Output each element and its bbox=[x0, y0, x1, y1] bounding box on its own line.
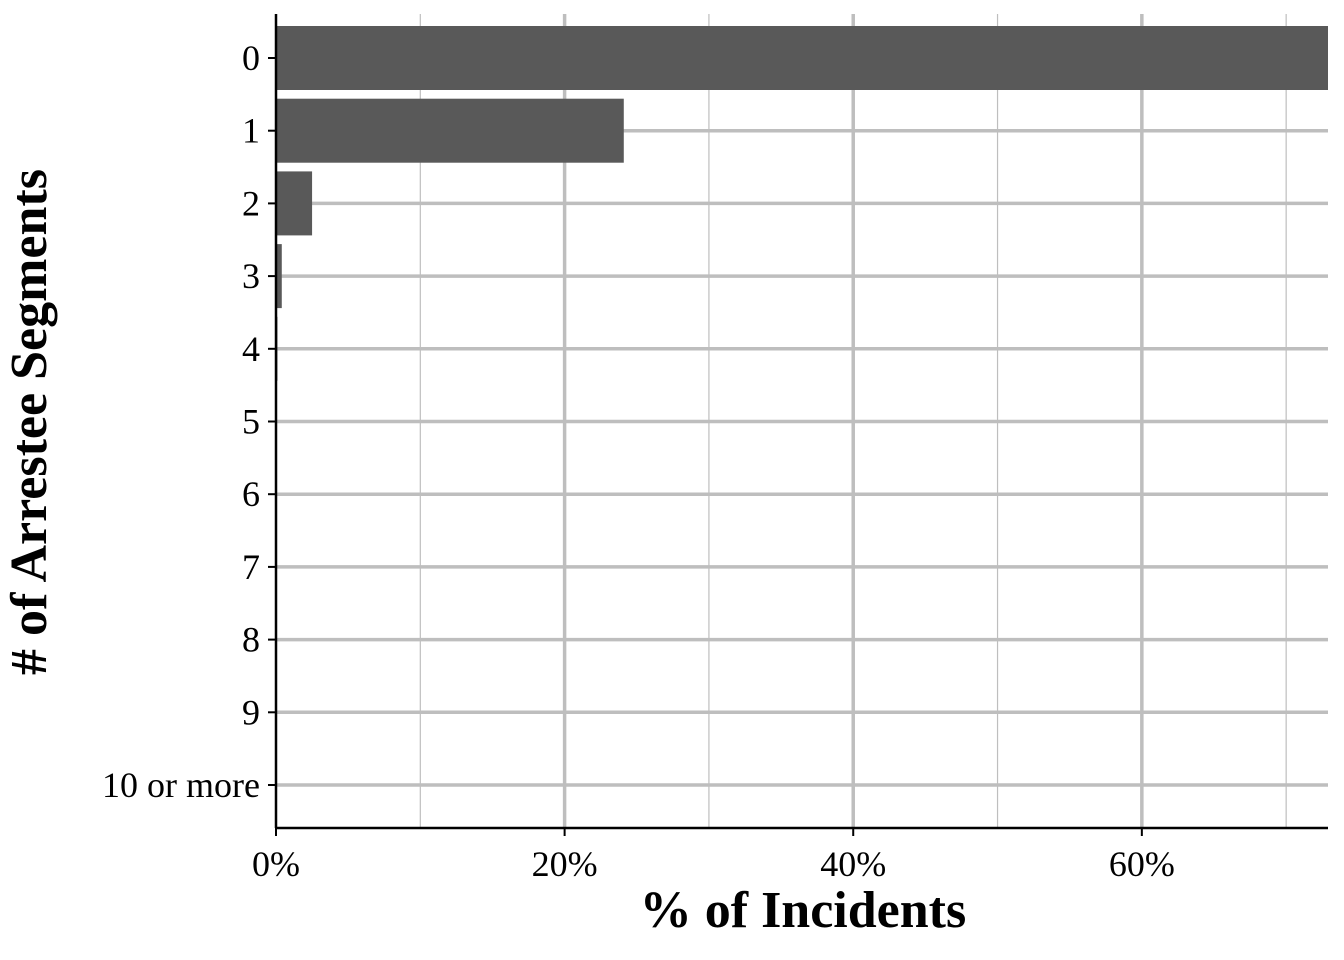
y-tick-labels: 0 1 2 3 4 5 6 7 8 9 10 or more bbox=[102, 38, 260, 805]
x-tick-labels: 0% 20% 40% 60% bbox=[252, 844, 1175, 884]
bars bbox=[276, 26, 1328, 817]
y-tick-label: 4 bbox=[242, 329, 260, 369]
bar bbox=[276, 98, 624, 163]
y-tick-label: 0 bbox=[242, 38, 260, 78]
y-tick-label: 7 bbox=[242, 547, 260, 587]
bar bbox=[276, 26, 1328, 90]
y-tick-label: 10 or more bbox=[102, 765, 260, 805]
y-tick-label: 9 bbox=[242, 692, 260, 732]
y-tick-label: 8 bbox=[242, 620, 260, 660]
axes bbox=[268, 14, 1328, 836]
x-tick-label: 60% bbox=[1109, 844, 1175, 884]
y-tick-label: 3 bbox=[242, 256, 260, 296]
y-tick-label: 1 bbox=[242, 111, 260, 151]
x-tick-label: 20% bbox=[532, 844, 598, 884]
y-tick-label: 2 bbox=[242, 183, 260, 223]
x-tick-label: 0% bbox=[252, 844, 300, 884]
x-tick-label: 40% bbox=[820, 844, 886, 884]
bar bbox=[276, 244, 282, 309]
major-gridlines bbox=[276, 14, 1328, 828]
y-tick-label: 5 bbox=[242, 402, 260, 442]
y-axis-title: # of Arrestee Segments bbox=[1, 169, 58, 675]
x-axis-title: % of Incidents bbox=[640, 882, 966, 939]
bar bbox=[276, 171, 313, 236]
y-tick-label: 6 bbox=[242, 474, 260, 514]
